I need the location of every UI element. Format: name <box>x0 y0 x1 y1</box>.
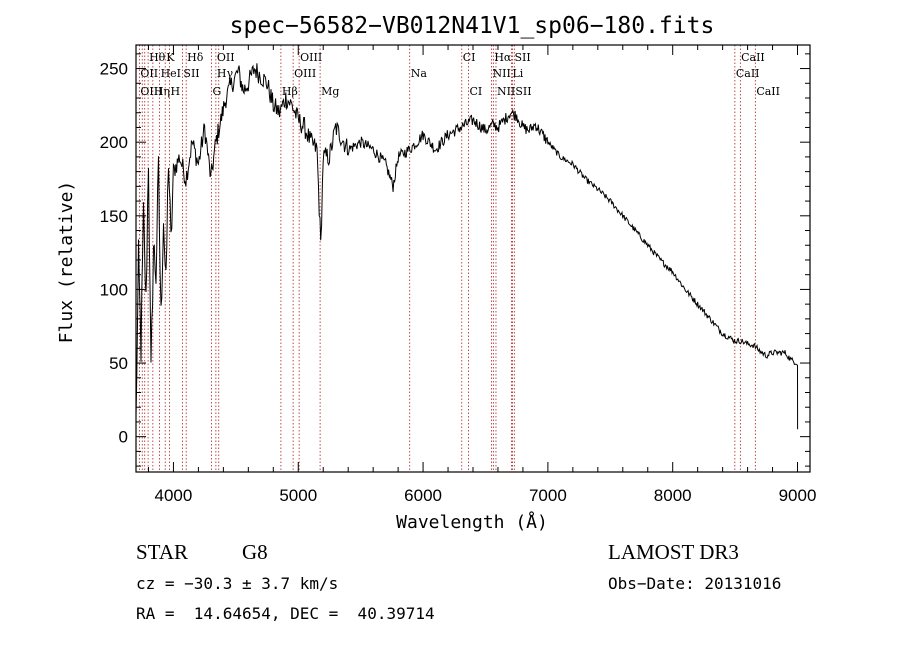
chart-title: spec−56582−VB012N41V1_sp06−180.fits <box>230 13 715 39</box>
obs-date: Obs−Date: 20131016 <box>608 574 782 593</box>
line-id-label: Hβ <box>282 85 298 98</box>
y-axis: 0 50 100 150 200 250 <box>100 53 810 467</box>
line-id-label: Na <box>411 67 428 80</box>
line-id-label: CI <box>470 85 483 98</box>
line-id-label: HeI <box>161 67 181 80</box>
redshift-value: cz = −30.3 ± 3.7 km/s <box>136 574 339 593</box>
line-id-label: OIII <box>300 51 322 64</box>
object-subclass: G8 <box>242 540 268 564</box>
y-tick-label: 200 <box>100 133 128 152</box>
line-id-label: H <box>170 85 180 98</box>
x-tick-label: 9000 <box>779 486 817 505</box>
line-id-label: NII <box>497 85 515 98</box>
line-marker-group <box>138 45 756 472</box>
y-tick-label: 50 <box>109 354 128 373</box>
y-tick-label: 100 <box>100 280 128 299</box>
line-id-label: Li <box>512 67 523 80</box>
line-id-label: CaII <box>741 51 765 64</box>
line-id-label: Hθ <box>149 51 166 64</box>
x-axis-label: Wavelength (Å) <box>396 511 548 533</box>
line-id-label: SII <box>514 51 530 64</box>
y-tick-label: 250 <box>100 60 128 79</box>
line-id-label: OIII <box>294 67 316 80</box>
x-axis: 4000 5000 6000 7000 8000 9000 <box>147 45 817 505</box>
line-id-label: Hη <box>154 85 170 98</box>
series-group <box>135 63 799 430</box>
plot-frame <box>135 44 811 473</box>
line-id-label: Hδ <box>187 51 204 64</box>
y-tick-label: 0 <box>119 428 128 447</box>
line-id-label: NII <box>492 67 510 80</box>
line-id-label: OII <box>217 51 235 64</box>
line-id-label: CI <box>463 51 476 64</box>
object-class: STAR <box>136 540 188 564</box>
line-id-label: Hγ <box>217 67 234 80</box>
line-id-label: SII <box>183 67 199 80</box>
y-axis-label: Flux (relative) <box>56 181 77 344</box>
y-tick-label: 150 <box>100 207 128 226</box>
line-id-label: CaII <box>736 67 760 80</box>
line-id-label: OII <box>140 67 158 80</box>
line-id-label: Mg <box>321 85 339 98</box>
line-id-label: SII <box>515 85 531 98</box>
x-tick-label: 7000 <box>529 486 567 505</box>
x-tick-label: 6000 <box>404 486 442 505</box>
line-id-label: K <box>166 51 175 64</box>
line-id-label: Hα <box>494 51 512 64</box>
survey-name: LAMOST DR3 <box>608 540 739 564</box>
x-tick-label: 8000 <box>654 486 692 505</box>
line-id-label: G <box>213 85 222 98</box>
x-tick-label: 4000 <box>155 486 193 505</box>
x-tick-label: 5000 <box>279 486 317 505</box>
series-line <box>135 63 799 430</box>
coordinates: RA = 14.64654, DEC = 40.39714 <box>136 604 435 623</box>
line-id-label: OIII <box>140 85 162 98</box>
line-id-label: CaII <box>756 85 780 98</box>
